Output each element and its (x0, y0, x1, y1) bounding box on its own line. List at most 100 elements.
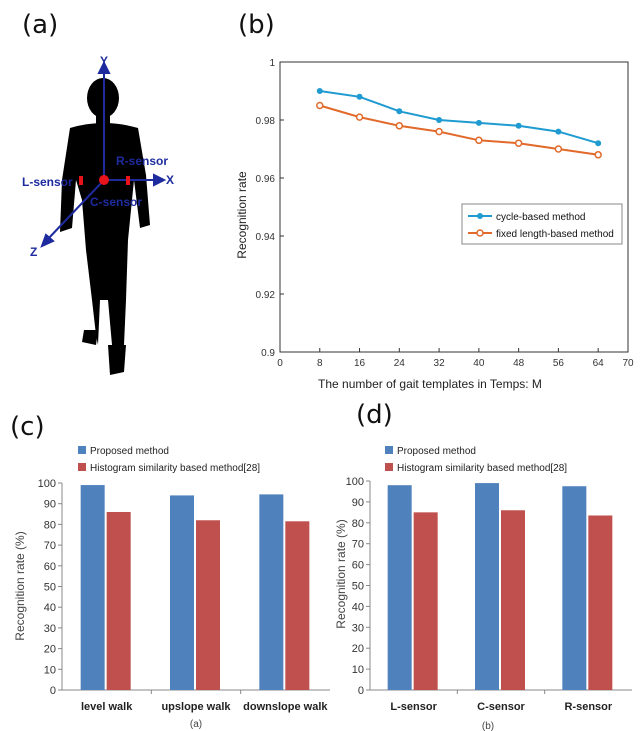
x-tick-label: 32 (434, 358, 446, 369)
panel-label-c: (c) (10, 412, 45, 442)
y-tick-label: 50 (44, 582, 56, 594)
d-caption: (b) (482, 721, 494, 731)
r-sensor-mark (126, 176, 130, 185)
legend-label-histogram: Histogram similarity based method[28] (397, 463, 567, 474)
x-category-label: level walk (81, 701, 133, 713)
data-point (554, 145, 563, 153)
legend-marker-fixed (476, 229, 484, 237)
bar (562, 486, 587, 690)
data-point (475, 119, 482, 126)
bar (170, 495, 194, 690)
bar (588, 515, 613, 690)
y-tick-label: 60 (352, 560, 364, 572)
data-point (316, 101, 324, 110)
series-line (319, 104, 599, 156)
plot-frame (279, 61, 629, 353)
legend-swatch-histogram (385, 463, 393, 471)
data-point (356, 93, 363, 100)
data-point (595, 140, 602, 147)
y-tick-label: 50 (352, 581, 364, 593)
figure-a-silhouette-diagram: Y X Z L-sensor R-sensor C-sensor (22, 54, 174, 375)
legend-label-proposed: Proposed method (397, 446, 476, 457)
bar (413, 512, 438, 690)
y-tick-label: 10 (352, 664, 364, 676)
b-xlabel: The number of gait templates in Temps: M (318, 377, 542, 391)
bar (501, 510, 525, 690)
x-tick-label: 8 (317, 358, 323, 369)
data-point (436, 117, 443, 123)
d-ylabel: Recognition rate (%) (334, 519, 348, 628)
x-tick-label: 24 (394, 358, 406, 369)
data-point (475, 136, 483, 145)
x-tick-label: 64 (593, 358, 605, 369)
y-tick-label: 100 (346, 476, 364, 488)
y-tick-label: 0 (50, 685, 56, 697)
y-tick-label: 60 (44, 561, 56, 573)
data-point (514, 139, 523, 147)
y-tick-label: 80 (44, 519, 56, 531)
x-category-label: upslope walk (161, 701, 231, 713)
y-tick-label: 90 (44, 499, 56, 511)
bar (285, 521, 310, 690)
x-category-label: downslope walk (243, 701, 328, 713)
x-category-label: L-sensor (390, 701, 437, 713)
l-sensor-mark (79, 176, 83, 185)
y-tick-label: 100 (38, 478, 56, 490)
r-sensor-label: R-sensor (116, 154, 168, 168)
legend-b: cycle-based method fixed length-based me… (461, 203, 623, 245)
data-point (396, 108, 403, 115)
y-tick-label: 0.9 (261, 348, 275, 359)
legend-label-fixed: fixed length-based method (496, 229, 614, 240)
bar (475, 483, 499, 690)
series-line (319, 90, 599, 145)
c-ylabel: Recognition rate (%) (13, 531, 27, 640)
x-tick-label: 16 (354, 358, 366, 369)
y-tick-label: 1 (269, 58, 275, 69)
data-point (515, 122, 522, 129)
legend-box (461, 203, 623, 245)
b-ylabel: Recognition rate (235, 171, 249, 259)
y-tick-label: 0.94 (256, 232, 276, 243)
legend-marker-cycle (477, 213, 483, 219)
axis-label-y: Y (100, 54, 108, 68)
panel-label-d: (d) (356, 400, 393, 430)
data-point (435, 127, 443, 136)
bar (259, 494, 284, 690)
y-tick-label: 20 (44, 644, 56, 656)
bar-chart-d: Proposed method Histogram similarity bas… (334, 446, 632, 731)
data-point (316, 88, 323, 94)
y-tick-label: 70 (44, 540, 56, 552)
x-tick-label: 40 (473, 358, 485, 369)
data-point (594, 151, 602, 159)
legend-d: Proposed method Histogram similarity bas… (385, 446, 567, 474)
x-category-label: R-sensor (564, 701, 612, 713)
y-tick-label: 40 (352, 601, 364, 613)
legend-swatch-proposed (78, 446, 86, 454)
legend-label-histogram: Histogram similarity based method[28] (90, 463, 260, 474)
legend-c: Proposed method Histogram similarity bas… (78, 446, 260, 474)
bar (196, 520, 220, 690)
coordinate-axes (40, 60, 167, 248)
x-tick-label: 0 (277, 358, 283, 369)
legend-label-cycle: cycle-based method (496, 212, 586, 223)
y-tick-label: 0.98 (256, 116, 276, 127)
y-tick-label: 0 (358, 685, 364, 697)
bar (387, 485, 412, 690)
y-tick-label: 30 (44, 623, 56, 635)
y-tick-label: 0.92 (256, 290, 276, 301)
x-tick-label: 56 (553, 358, 565, 369)
data-point (355, 113, 364, 121)
x-tick-label: 48 (513, 358, 525, 369)
x-tick-label: 70 (622, 358, 634, 369)
panel-label-a: (a) (22, 10, 59, 40)
x-category-label: C-sensor (477, 701, 525, 713)
c-sensor-dot (99, 175, 109, 185)
bar-chart-c: Proposed method Histogram similarity bas… (13, 446, 330, 730)
l-sensor-label: L-sensor (22, 175, 73, 189)
y-tick-label: 80 (352, 518, 364, 530)
axis-label-z: Z (30, 245, 37, 259)
y-tick-label: 90 (352, 497, 364, 509)
y-tick-label: 10 (44, 664, 56, 676)
c-caption: (a) (190, 719, 202, 730)
legend-swatch-proposed (385, 446, 393, 454)
